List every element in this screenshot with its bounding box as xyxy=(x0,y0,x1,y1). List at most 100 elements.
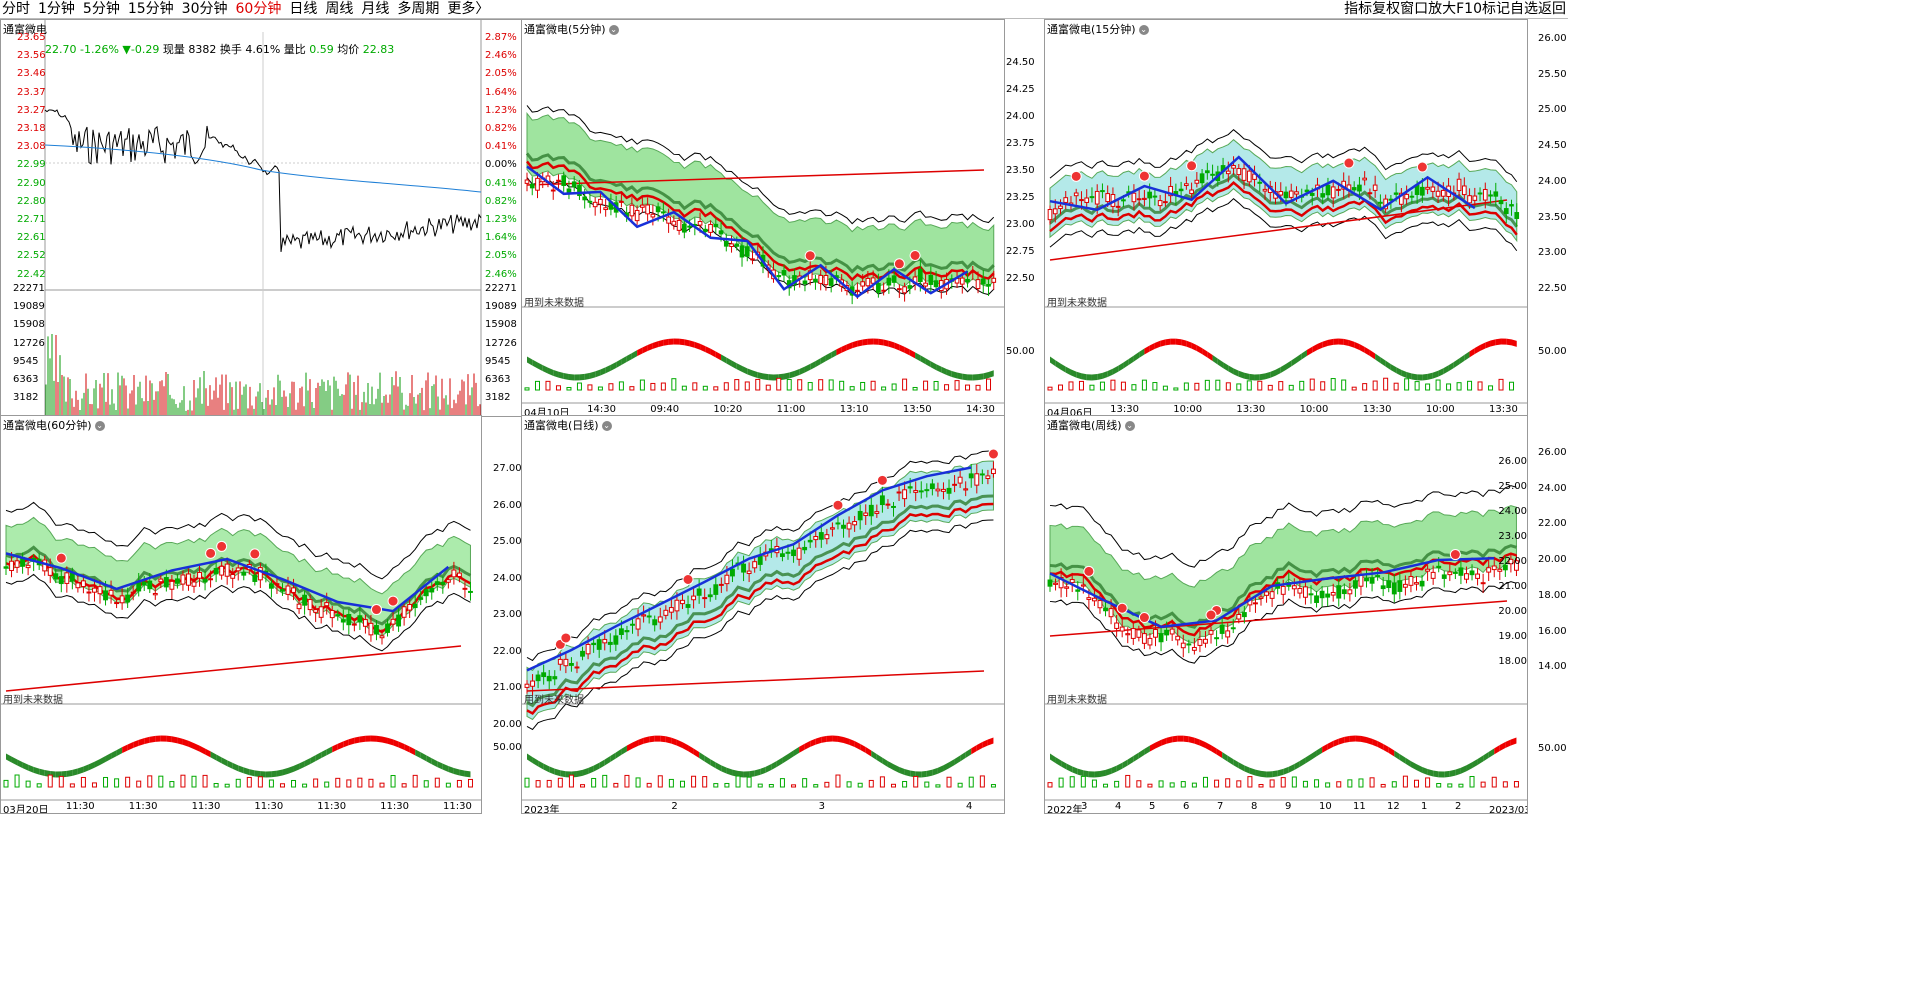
panel-15min-title[interactable]: 通富微电(15分钟) ⌄ xyxy=(1047,21,1149,37)
period-tab[interactable]: 分时 xyxy=(2,1,30,17)
oscillator-segment xyxy=(962,373,968,381)
oscillator-segment xyxy=(138,738,145,746)
panel-daily[interactable]: 通富微电(日线) ⌄ 用到未来数据 2023年 2 3 4 xyxy=(521,415,1005,814)
histogram-bar xyxy=(1488,385,1494,391)
menu-item[interactable]: 复权 xyxy=(1372,1,1401,17)
candle-body xyxy=(587,200,593,203)
candle-body xyxy=(718,583,724,586)
candle-body xyxy=(918,490,924,493)
candle-body xyxy=(379,635,385,639)
candle-body xyxy=(1341,589,1347,595)
candle-body xyxy=(1158,633,1164,643)
candle-body xyxy=(307,599,313,611)
candle-body xyxy=(986,283,991,287)
price-tick: 23.46 xyxy=(17,68,46,80)
candle-body xyxy=(1314,595,1319,603)
oscillator-segment xyxy=(841,344,847,353)
oscillator-segment xyxy=(1511,339,1517,347)
histogram-bar xyxy=(1414,381,1420,391)
candle-body xyxy=(385,623,390,633)
candle-body xyxy=(585,643,591,655)
histogram-bar xyxy=(224,783,230,788)
price-tick: 23.50 xyxy=(1006,165,1035,176)
oscillator-segment xyxy=(1127,756,1134,766)
period-tab[interactable]: 15分钟 xyxy=(127,1,174,17)
oscillator-segment xyxy=(304,758,311,767)
candle-body xyxy=(1063,197,1069,203)
price-tick: 22.42 xyxy=(17,268,46,280)
settings-icon[interactable]: ⌄ xyxy=(1124,421,1135,431)
candle-body xyxy=(1330,186,1336,199)
candle-body xyxy=(1169,628,1175,635)
panel-weekly-title[interactable]: 通富微电(周线) ⌄ xyxy=(1047,417,1135,433)
candle-body xyxy=(829,527,835,530)
oscillator-segment xyxy=(1354,341,1360,351)
candle-body xyxy=(1497,568,1503,572)
histogram-bar xyxy=(860,381,866,391)
period-tab[interactable]: 5分钟 xyxy=(82,1,120,17)
settings-icon[interactable]: ⌄ xyxy=(94,421,105,431)
menu-item[interactable]: 返回 xyxy=(1538,1,1566,17)
candle-body xyxy=(598,198,603,205)
histogram-bar xyxy=(1425,777,1431,788)
candle-body xyxy=(1257,181,1263,184)
oscillator-segment xyxy=(1443,365,1449,375)
candle-body xyxy=(3,566,9,569)
long-average xyxy=(1049,600,1508,637)
histogram-bar xyxy=(1391,781,1397,788)
panel-weekly[interactable]: 通富微电(周线) ⌄ 用到未来数据 2022年 3 4 5 6 7 8 9 10 11 12 1 2 202… xyxy=(1044,415,1528,814)
histogram-bar xyxy=(924,781,930,788)
oscillator-segment xyxy=(1438,368,1444,377)
histogram-bar xyxy=(1057,384,1063,391)
candle-body xyxy=(980,278,986,285)
lower-envelope xyxy=(1049,581,1517,664)
period-tab[interactable]: 多周期 xyxy=(397,1,440,17)
histogram-bar xyxy=(846,781,852,788)
histogram-bar xyxy=(47,774,53,788)
menu-item[interactable]: 指标 xyxy=(1344,1,1373,17)
price-tick: 22.75 xyxy=(1006,246,1035,257)
period-tab[interactable]: 周线 xyxy=(325,1,354,17)
period-tab[interactable]: 1分钟 xyxy=(38,1,75,17)
oscillator-segment xyxy=(271,770,277,778)
menu-item[interactable]: 标记 xyxy=(1482,1,1510,17)
candle-body xyxy=(1236,614,1242,620)
time-label: 2 xyxy=(671,801,678,812)
price-line xyxy=(44,109,482,252)
period-tab[interactable]: 日线 xyxy=(289,1,318,17)
candle-body xyxy=(86,591,92,594)
intraday-panel[interactable]: 通富微电 22.70 -1.26% ▼-0.29 现量 8382 换手 4.61… xyxy=(0,19,522,417)
panel-15min[interactable]: 通富微电(15分钟) ⌄ 用到未来数据 04月06日 13:30 10:00 13:30… xyxy=(1044,19,1528,417)
period-tab[interactable]: 更多〉 xyxy=(447,1,490,17)
menu-item[interactable]: 放大 xyxy=(1428,1,1457,17)
panel-60min[interactable]: 通富微电(60分钟) ⌄ 用到未来数据 03月20日 11:30 11:30 11:30… xyxy=(0,415,482,814)
histogram-bar xyxy=(835,774,841,788)
period-tab[interactable]: 30分钟 xyxy=(181,1,228,17)
menu-item[interactable]: 窗口 xyxy=(1400,1,1429,17)
oscillator-segment xyxy=(804,363,811,373)
panel-5min-title[interactable]: 通富微电(5分钟) ⌄ xyxy=(524,21,619,37)
zigzag-line xyxy=(526,466,972,672)
settings-icon[interactable]: ⌄ xyxy=(601,421,612,431)
panel-daily-title[interactable]: 通富微电(日线) ⌄ xyxy=(524,417,612,433)
oscillator-segment xyxy=(1343,338,1349,346)
settings-icon[interactable]: ⌄ xyxy=(1138,25,1149,35)
panel-60min-title[interactable]: 通富微电(60分钟) ⌄ xyxy=(3,417,105,433)
oscillator-segment xyxy=(1459,354,1465,365)
oscillator-segment xyxy=(111,750,117,760)
time-label: 13:10 xyxy=(839,404,869,415)
oscillator-segment xyxy=(1177,735,1184,742)
histogram-bar xyxy=(401,783,407,788)
panel-5min[interactable]: 通富微电(5分钟) ⌄ 用到未来数据 04月10日 14:30 09:40 10:20 1… xyxy=(521,19,1005,417)
candle-body xyxy=(296,603,302,610)
menu-item[interactable]: F10 xyxy=(1456,1,1482,17)
candle-body xyxy=(1163,201,1168,204)
period-tab[interactable]: 月线 xyxy=(361,1,390,17)
candle-body xyxy=(440,581,446,585)
candle-body xyxy=(524,179,530,184)
candle-body xyxy=(624,630,630,633)
menu-item[interactable]: 自选 xyxy=(1510,1,1538,17)
period-tab[interactable]: 60分钟 xyxy=(235,1,282,17)
settings-icon[interactable]: ⌄ xyxy=(608,25,619,35)
oscillator-segment xyxy=(538,760,544,770)
